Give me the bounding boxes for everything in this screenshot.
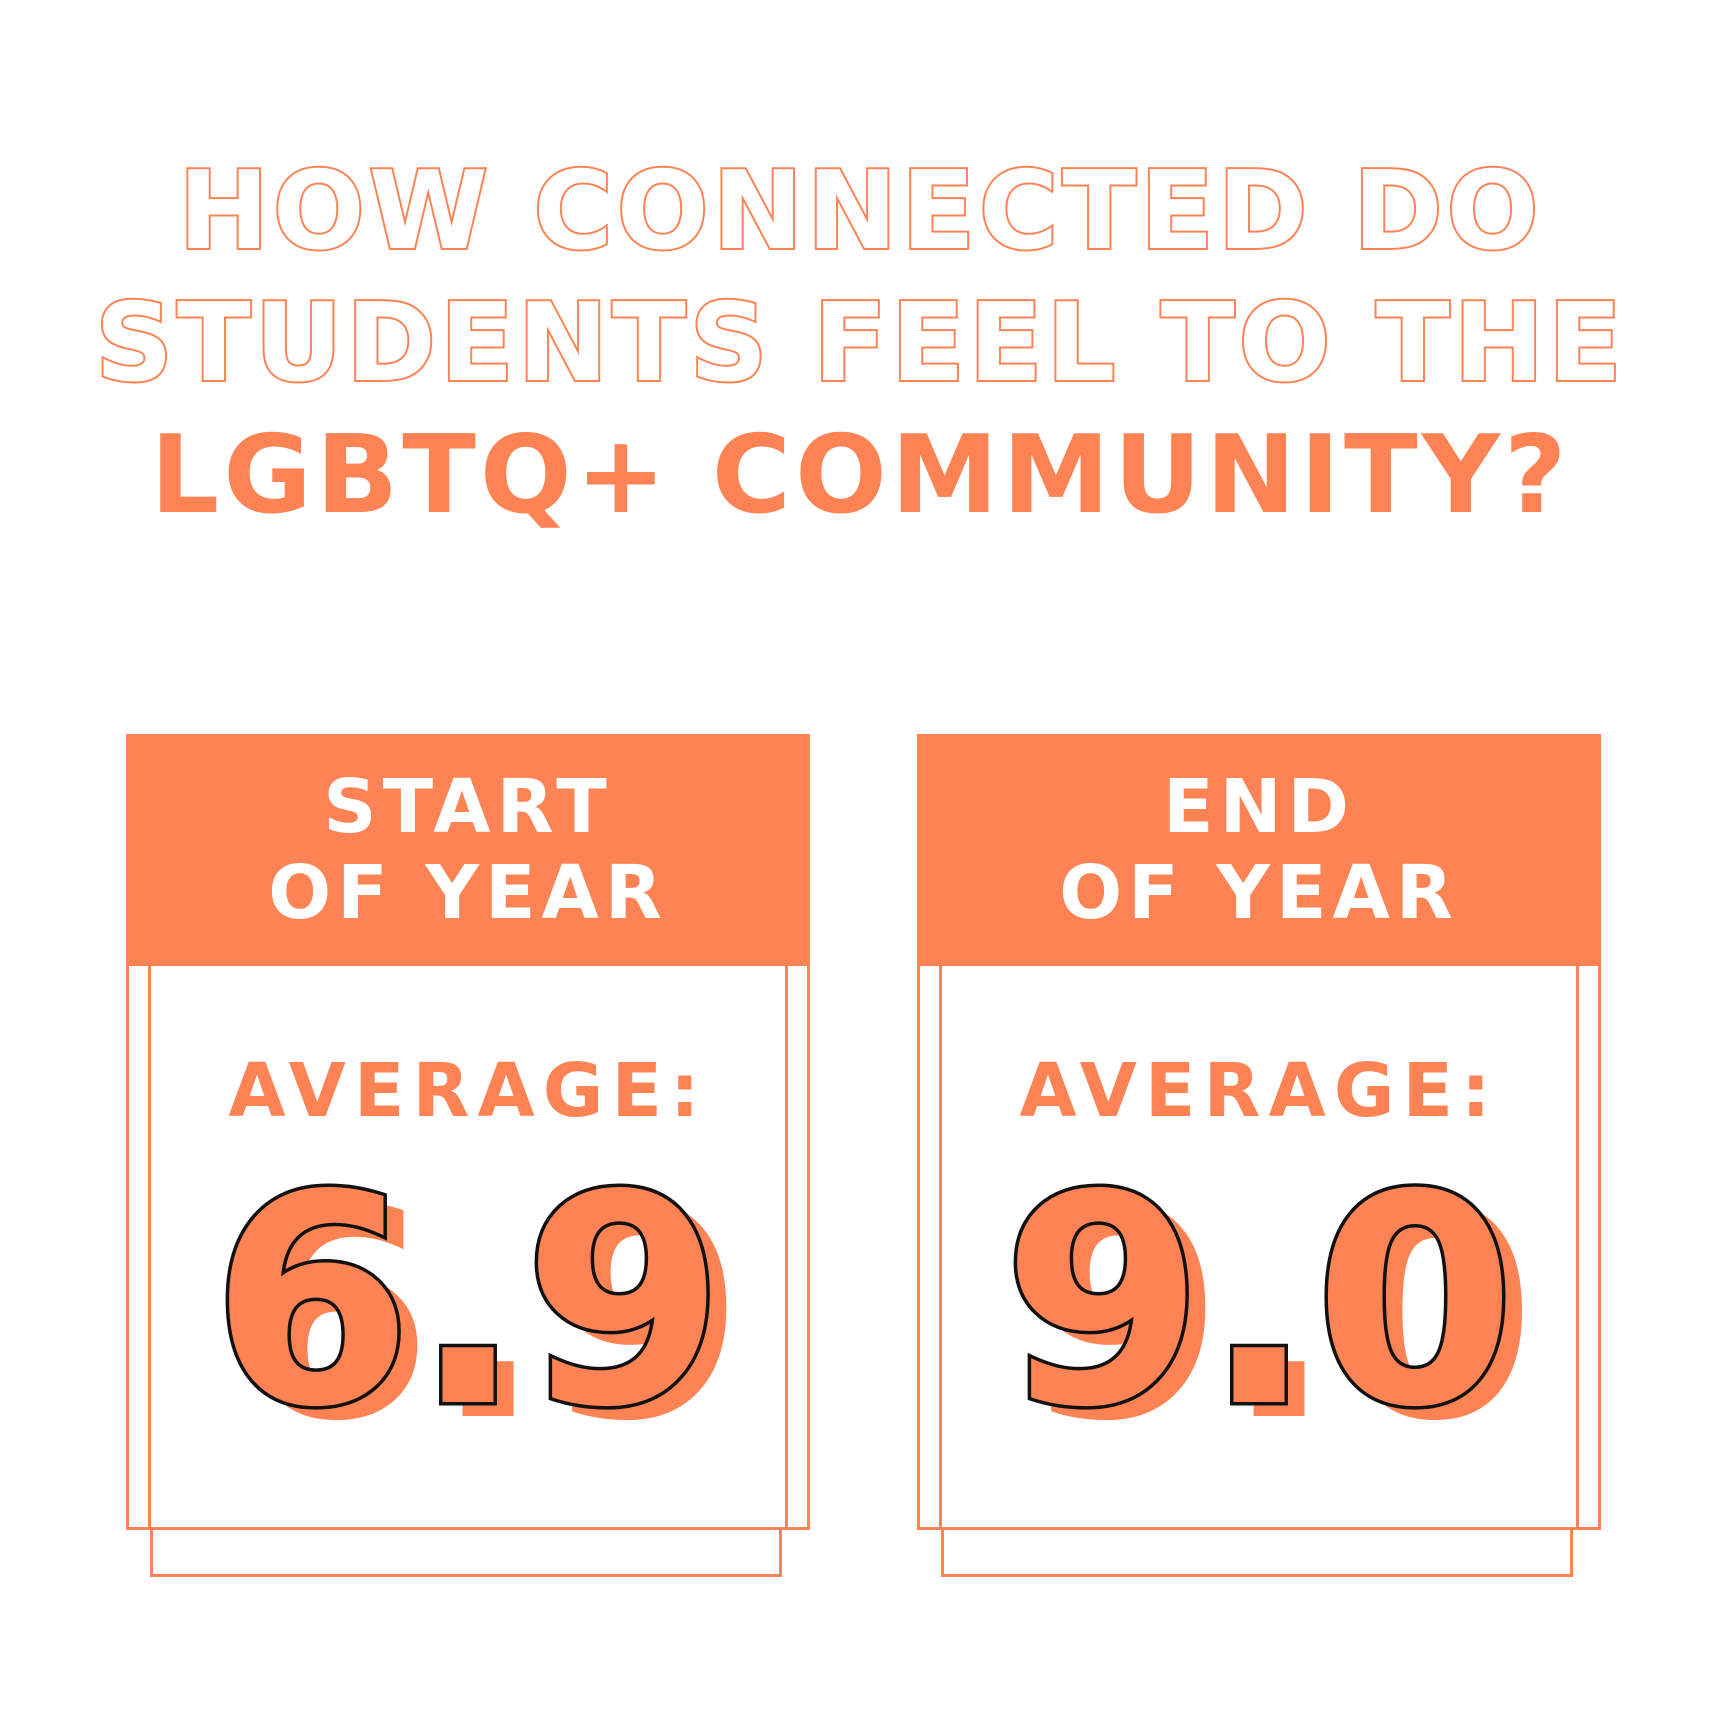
card-header-line-2: OF YEAR [268,850,668,936]
title-line-2: STUDENTS FEEL TO THE [93,281,1626,406]
title-line-3: LGBTQ+ COMMUNITY? [150,413,1571,538]
card-header-line-2: OF YEAR [1059,850,1459,936]
end-of-year-card: END OF YEAR AVERAGE: 9.0 9.0 [917,734,1601,1577]
start-of-year-card: START OF YEAR AVERAGE: 6.9 6.9 [126,734,810,1577]
average-value-text: 9.0 [1002,1154,1516,1454]
average-value: 6.9 6.9 [126,1154,810,1454]
average-value-shadow: 6.9 [231,1154,745,1454]
average-value: 9.0 9.0 [917,1154,1601,1454]
average-label: AVERAGE: [1019,1048,1499,1134]
title-line-1: HOW CONNECTED DO [177,149,1543,274]
card-inner-frame [939,966,1579,1527]
average-label: AVERAGE: [228,1048,708,1134]
card-header: END OF YEAR [917,734,1601,966]
card-header-line-1: END [1163,764,1355,850]
card-header: START OF YEAR [126,734,810,966]
card-inner-frame [148,966,788,1527]
average-value-text: 6.9 [211,1154,725,1454]
card-header-line-1: START [323,764,613,850]
average-value-shadow: 9.0 [1022,1154,1536,1454]
